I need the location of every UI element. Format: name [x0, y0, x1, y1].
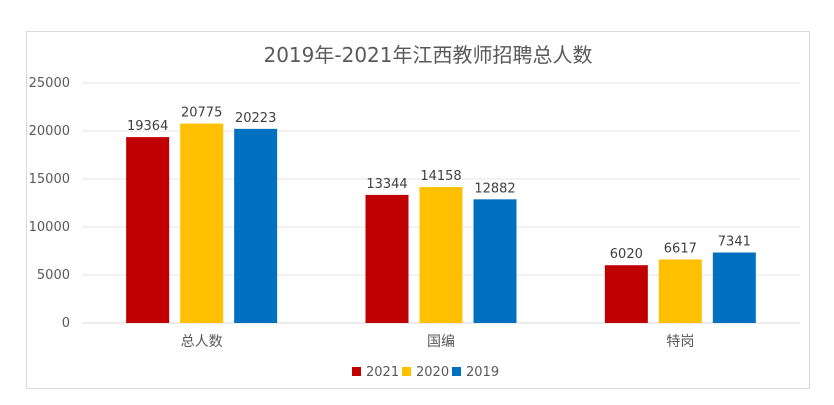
data-labels: 19364 20775 20223 13344 14158 12882 6020 6617 73… — [127, 106, 751, 263]
data-label: 14158 — [420, 169, 461, 184]
data-label: 20223 — [235, 111, 276, 126]
legend-label: 2021 — [366, 365, 399, 380]
y-tick-label: 10000 — [29, 220, 70, 235]
x-category-label: 国编 — [427, 334, 455, 350]
data-label: 6020 — [610, 247, 643, 262]
bar-2019-国编 — [473, 199, 517, 323]
data-label: 20775 — [181, 106, 222, 121]
chart-title: 2019年-2021年江西教师招聘总人数 — [263, 43, 592, 67]
legend-label: 2019 — [466, 365, 499, 380]
data-label: 13344 — [366, 177, 407, 192]
y-tick-label: 5000 — [37, 268, 70, 283]
bar-2021-特岗 — [604, 265, 648, 323]
x-category-label: 总人数 — [181, 334, 223, 350]
bar-2020-总人数 — [180, 123, 224, 323]
y-tick-label: 20000 — [29, 124, 70, 139]
y-tick-label: 15000 — [29, 172, 70, 187]
bar-2019-特岗 — [712, 252, 756, 323]
bar-2020-国编 — [419, 187, 463, 323]
bar-2021-总人数 — [126, 137, 170, 323]
y-axis-ticks: 0 5000 10000 15000 20000 25000 — [29, 76, 70, 331]
legend-swatch — [402, 367, 411, 376]
x-category-label: 特岗 — [666, 334, 694, 350]
bars — [126, 123, 756, 323]
bar-2020-特岗 — [658, 259, 702, 323]
data-label: 19364 — [127, 119, 168, 134]
y-tick-label: 0 — [62, 316, 70, 331]
legend-label: 2020 — [416, 365, 449, 380]
x-axis-categories: 总人数 国编 特岗 — [181, 334, 695, 350]
data-label: 12882 — [474, 181, 515, 196]
legend-swatch — [352, 367, 361, 376]
data-label: 7341 — [718, 235, 751, 250]
bar-2021-国编 — [365, 194, 409, 323]
legend-swatch — [452, 367, 461, 376]
legend: 2021 2020 2019 — [352, 365, 499, 380]
y-tick-label: 25000 — [29, 76, 70, 91]
bar-2019-总人数 — [234, 128, 278, 323]
data-label: 6617 — [664, 241, 697, 256]
